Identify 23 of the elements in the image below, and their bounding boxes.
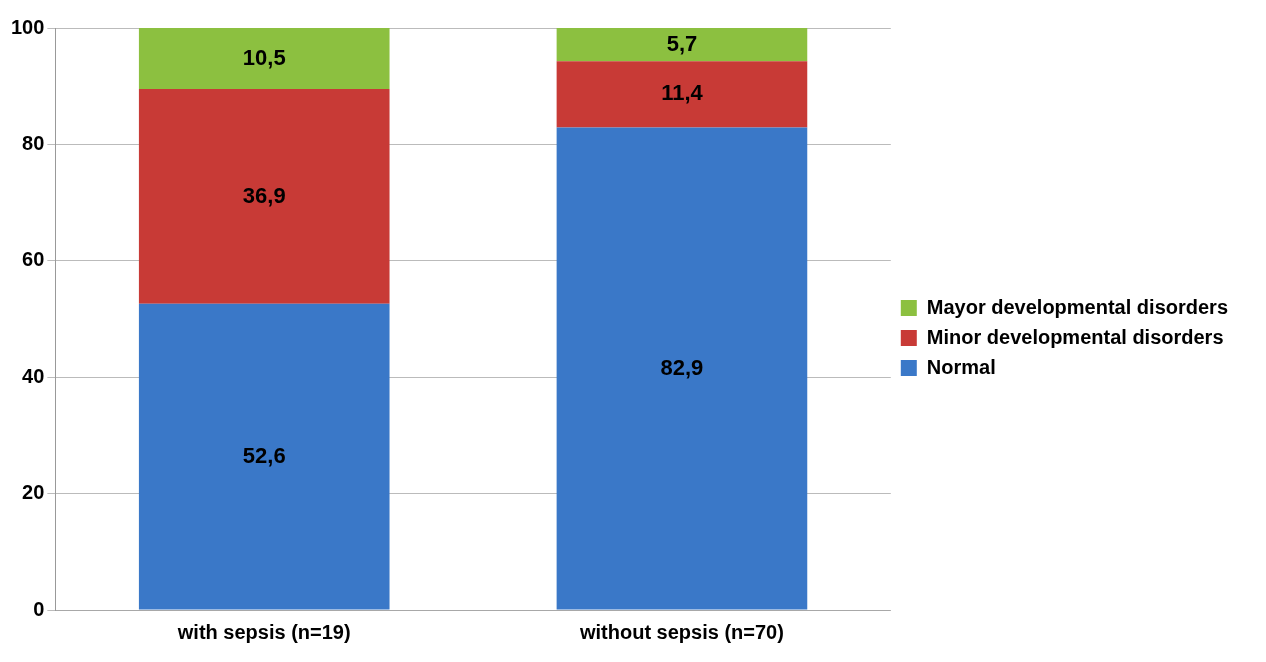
- bar: [556, 127, 808, 610]
- bar: [138, 89, 390, 304]
- bar: [138, 303, 390, 610]
- bar: [138, 28, 390, 90]
- legend-label: Minor developmental disorders: [926, 325, 1224, 348]
- x-tick-label: without sepsis (n=70): [578, 620, 784, 643]
- data-label: 10,5: [242, 44, 286, 70]
- legend-label: Normal: [926, 355, 996, 378]
- data-label: 36,9: [242, 182, 286, 208]
- data-label: 11,4: [661, 80, 704, 106]
- data-label: 52,6: [242, 442, 286, 468]
- y-tick-label: 100: [10, 15, 45, 38]
- bar: [556, 28, 808, 62]
- data-label: 5,7: [666, 30, 698, 56]
- y-tick-label: 0: [33, 597, 45, 620]
- y-tick-label: 60: [22, 248, 45, 271]
- y-tick-label: 80: [22, 131, 45, 154]
- y-tick-label: 20: [22, 481, 45, 504]
- data-label: 82,9: [660, 354, 704, 380]
- x-tick-label: with sepsis (n=19): [176, 620, 351, 643]
- legend-label: Mayor developmental disorders: [926, 295, 1228, 318]
- bar: [556, 61, 808, 128]
- y-tick-label: 40: [22, 364, 45, 387]
